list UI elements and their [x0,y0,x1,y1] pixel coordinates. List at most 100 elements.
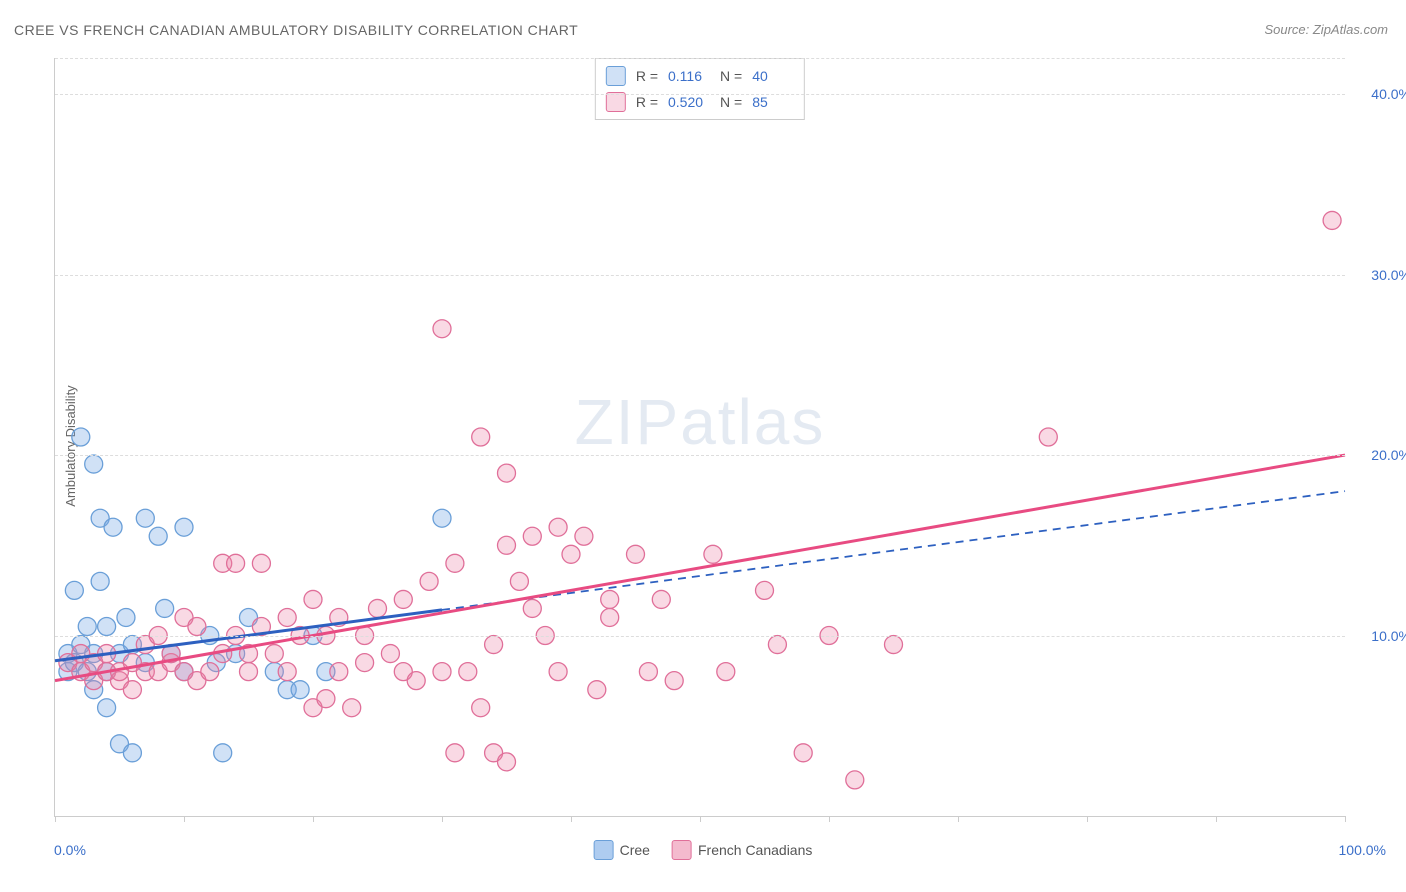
scatter-point [98,618,116,636]
scatter-point [510,572,528,590]
scatter-point [123,744,141,762]
y-tick-label: 40.0% [1371,86,1406,102]
scatter-point [652,590,670,608]
chart-source: Source: ZipAtlas.com [1264,22,1388,37]
scatter-point [846,771,864,789]
gridline [55,94,1345,95]
trend-line [55,455,1345,681]
legend-label: Cree [620,842,650,858]
scatter-point [265,645,283,663]
scatter-point [78,618,96,636]
gridline [55,58,1345,59]
scatter-point [639,663,657,681]
legend-swatch [672,840,692,860]
scatter-point [291,681,309,699]
scatter-svg [55,58,1345,816]
scatter-point [627,545,645,563]
scatter-point [123,681,141,699]
chart-plot-area: ZIPatlas R =0.116N =40R =0.520N =85 10.0… [54,58,1345,817]
x-tick [958,816,959,822]
chart-title: CREE VS FRENCH CANADIAN AMBULATORY DISAB… [14,22,578,38]
gridline [55,455,1345,456]
scatter-point [72,428,90,446]
scatter-point [523,527,541,545]
scatter-point [768,636,786,654]
scatter-point [104,518,122,536]
scatter-point [149,527,167,545]
scatter-point [214,744,232,762]
x-tick [571,816,572,822]
scatter-point [523,599,541,617]
x-tick [184,816,185,822]
scatter-point [278,608,296,626]
bottom-legend: Cree French Canadians [594,840,813,860]
scatter-point [240,663,258,681]
scatter-point [369,599,387,617]
scatter-point [717,663,735,681]
scatter-point [601,608,619,626]
x-axis-max-label: 100.0% [1339,842,1386,858]
scatter-point [91,572,109,590]
scatter-point [381,645,399,663]
scatter-point [407,672,425,690]
x-tick [313,816,314,822]
scatter-point [1039,428,1057,446]
scatter-point [549,518,567,536]
scatter-point [485,636,503,654]
scatter-point [575,527,593,545]
scatter-point [304,590,322,608]
scatter-point [794,744,812,762]
scatter-point [394,590,412,608]
scatter-point [446,744,464,762]
scatter-point [98,699,116,717]
scatter-point [433,320,451,338]
scatter-point [498,536,516,554]
scatter-point [704,545,722,563]
scatter-point [446,554,464,572]
scatter-point [562,545,580,563]
scatter-point [136,509,154,527]
scatter-point [201,663,219,681]
scatter-point [588,681,606,699]
scatter-point [420,572,438,590]
scatter-point [117,608,135,626]
scatter-point [885,636,903,654]
scatter-point [472,428,490,446]
scatter-point [278,663,296,681]
x-tick [1087,816,1088,822]
x-axis-min-label: 0.0% [54,842,86,858]
scatter-point [498,753,516,771]
legend-item: Cree [594,840,650,860]
scatter-point [156,599,174,617]
scatter-point [227,554,245,572]
scatter-point [498,464,516,482]
scatter-point [459,663,477,681]
gridline [55,636,1345,637]
x-tick [1216,816,1217,822]
scatter-point [601,590,619,608]
legend-label: French Canadians [698,842,812,858]
scatter-point [433,663,451,681]
gridline [55,275,1345,276]
scatter-point [549,663,567,681]
scatter-point [65,581,83,599]
x-tick [700,816,701,822]
x-tick [1345,816,1346,822]
x-tick [442,816,443,822]
scatter-point [330,663,348,681]
scatter-point [85,455,103,473]
y-tick-label: 10.0% [1371,628,1406,644]
scatter-point [756,581,774,599]
scatter-point [175,518,193,536]
scatter-point [356,654,374,672]
y-tick-label: 20.0% [1371,447,1406,463]
x-tick [829,816,830,822]
scatter-point [472,699,490,717]
scatter-point [433,509,451,527]
scatter-point [252,554,270,572]
scatter-point [1323,211,1341,229]
legend-item: French Canadians [672,840,812,860]
x-tick [55,816,56,822]
y-tick-label: 30.0% [1371,267,1406,283]
scatter-point [343,699,361,717]
